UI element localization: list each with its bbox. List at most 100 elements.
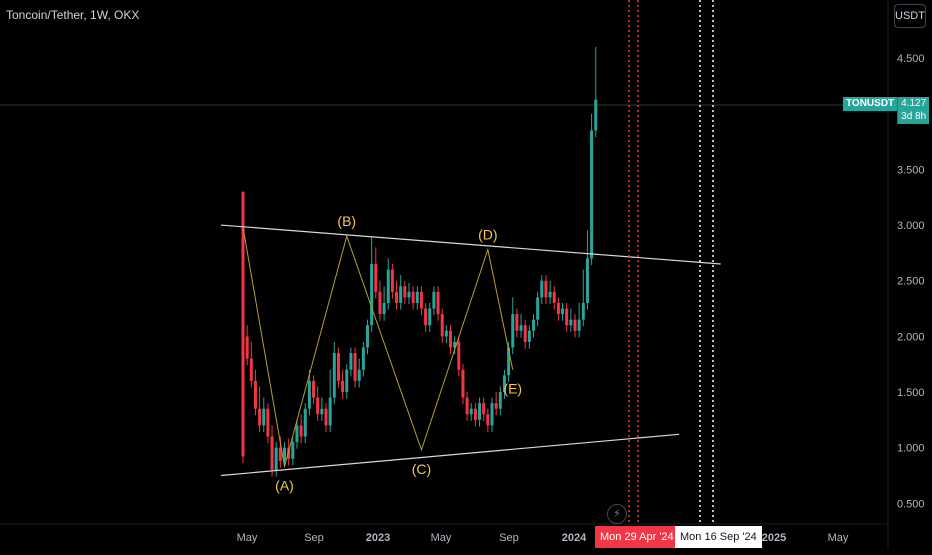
candle-body	[374, 264, 378, 292]
candle-body	[519, 325, 523, 331]
price-tick-label: 4.500	[897, 53, 925, 65]
trendlines-group	[220, 224, 721, 477]
candle-body	[320, 408, 324, 415]
candle-body	[345, 369, 349, 392]
wave-label: (B)	[337, 213, 356, 229]
date-badge-white: Mon 16 Sep '24	[675, 526, 762, 548]
candle-body	[482, 403, 486, 415]
candle-body	[457, 341, 461, 370]
candle-body	[390, 269, 394, 292]
time-tick-label: 2023	[366, 532, 390, 544]
candle-body	[382, 302, 386, 315]
chart-title: Toncoin/Tether, 1W, OKX	[6, 8, 140, 22]
candle-body	[469, 408, 473, 415]
candle-body	[357, 369, 361, 381]
candle-body	[590, 130, 594, 259]
candle-body	[573, 319, 577, 331]
candle-body	[440, 314, 444, 337]
candle-body	[399, 286, 403, 303]
candle-body	[424, 308, 428, 326]
candle-body	[561, 308, 565, 315]
price-tick-label: 3.500	[897, 164, 925, 176]
lightning-icon[interactable]: ⚡︎	[607, 504, 627, 524]
candle-body	[307, 380, 311, 409]
triangle-trendline	[220, 224, 721, 265]
candle-body	[245, 336, 249, 359]
candle-body	[316, 397, 320, 415]
time-tick-label: Sep	[499, 532, 519, 544]
candle-body	[585, 258, 589, 303]
candle-body	[544, 280, 548, 298]
time-tick-label: Sep	[304, 532, 324, 544]
candle-body	[490, 403, 494, 426]
last-price-badge: TONUSDT 4.127 3d 8h	[843, 97, 930, 124]
candle-body	[453, 341, 457, 348]
candle-body	[511, 314, 515, 348]
candle-body	[361, 347, 365, 370]
candle-body	[370, 264, 374, 326]
candle-body	[507, 347, 511, 376]
ticker-symbol: TONUSDT	[843, 97, 898, 111]
candle-body	[303, 408, 307, 437]
price-tick-label: 3.000	[897, 220, 925, 232]
wave-label: (E)	[503, 381, 522, 397]
candle-body	[299, 425, 303, 437]
price-axis: 4.500 3.500 3.000 2.500 2.000 1.500 1.000 0.500	[897, 53, 925, 510]
time-tick-label: 2024	[562, 532, 587, 544]
triangle-trendline	[220, 433, 680, 477]
candle-body	[366, 325, 369, 348]
candle-body	[552, 291, 556, 303]
candle-body	[502, 375, 506, 392]
time-tick-label: 2025	[762, 532, 786, 544]
time-tick-label: May	[828, 532, 849, 544]
candle-body	[461, 369, 465, 398]
wave-label: (D)	[478, 227, 497, 243]
price-tick-label: 2.000	[897, 331, 925, 343]
candles-group	[241, 46, 598, 477]
candle-body	[540, 280, 544, 298]
date-badge-red: Mon 29 Apr '24	[595, 526, 679, 548]
candle-body	[266, 408, 270, 437]
candle-body	[291, 442, 295, 459]
candle-body	[465, 397, 469, 415]
candle-body	[278, 447, 282, 462]
candle-body	[411, 291, 415, 303]
candle-body	[258, 408, 262, 426]
candle-body	[523, 325, 527, 342]
ticker-price: 4.127	[901, 98, 927, 109]
candle-body	[473, 408, 477, 420]
price-tick-label: 0.500	[897, 498, 925, 510]
candle-body	[419, 291, 423, 309]
candle-body	[527, 330, 531, 342]
currency-button[interactable]: USDT	[894, 4, 926, 28]
vertical-date-lines	[628, 0, 714, 524]
candle-body	[241, 191, 245, 457]
candle-body	[295, 425, 299, 443]
candle-body	[403, 286, 407, 298]
candle-body	[515, 314, 519, 331]
candle-body	[498, 392, 502, 409]
candle-body	[581, 302, 585, 320]
candle-body	[336, 353, 340, 381]
candle-body	[262, 408, 266, 426]
candle-body	[341, 380, 345, 392]
candle-body	[532, 319, 535, 331]
candle-body	[577, 319, 581, 331]
candle-body	[594, 99, 598, 131]
candle-body	[494, 403, 498, 409]
candle-body	[353, 353, 357, 381]
wave-group: (A) (B) (C) (D) (E)	[242, 213, 522, 494]
candle-body	[428, 308, 432, 326]
candle-body	[249, 358, 253, 381]
candle-body	[378, 291, 382, 315]
price-tick-label: 1.500	[897, 387, 925, 399]
wave-label: (A)	[275, 478, 294, 494]
candle-body	[386, 269, 390, 303]
candle-body	[287, 447, 291, 459]
price-tick-label: 1.000	[897, 443, 925, 455]
price-tick-label: 2.500	[897, 276, 925, 288]
candle-body	[444, 330, 448, 337]
candle-body	[436, 291, 440, 315]
